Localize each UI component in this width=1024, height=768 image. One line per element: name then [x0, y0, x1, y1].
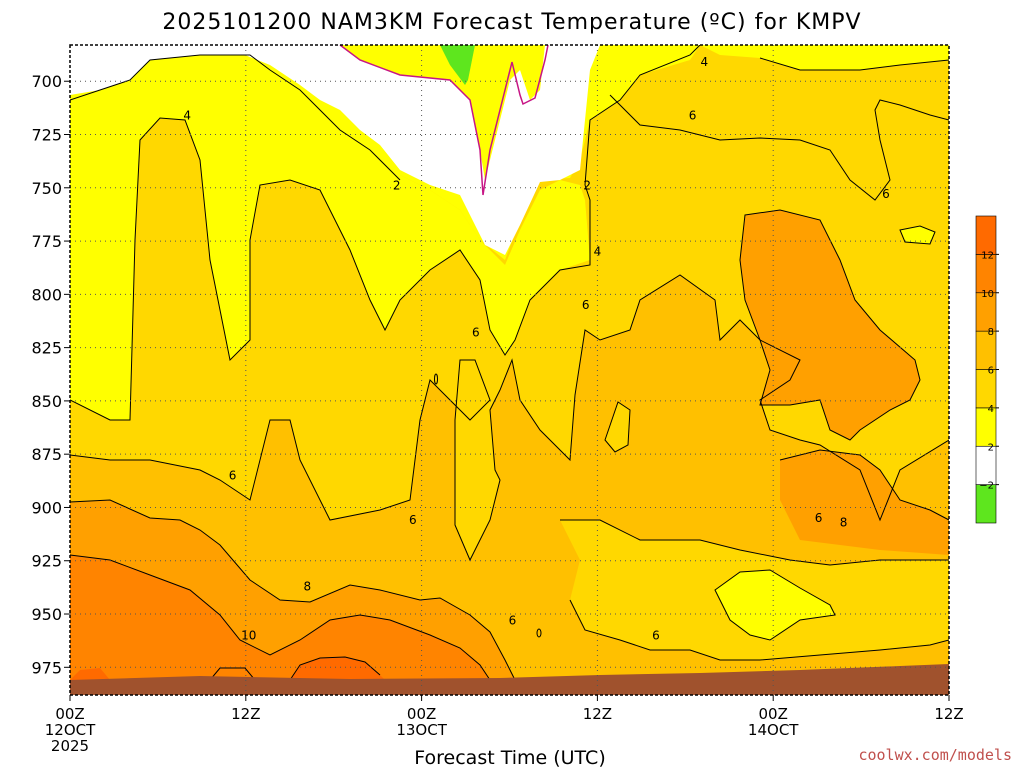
band-2-4-pocket [715, 570, 835, 640]
band-8-10-right [740, 210, 920, 440]
band-2-4-pocket-small [900, 226, 935, 244]
contour-label: 6 [652, 628, 660, 642]
chart-title: 2025101200 NAM3KM Forecast Temperature (… [162, 10, 861, 35]
y-tick-label: 800 [31, 285, 62, 304]
colorbar-label: 6 [988, 366, 994, 377]
y-tick-label: 825 [31, 339, 62, 358]
contour-label: 2 [583, 179, 591, 193]
contour-label-group: 4 4 4 2 2 6 6 6 6 6 6 6 6 6 8 8 10 [183, 55, 889, 642]
colorbar-label: 2 [988, 442, 994, 453]
credit-text: coolwx.com/models [858, 746, 1012, 764]
colorbar-swatch [975, 215, 997, 255]
contour-label: 4 [701, 55, 709, 69]
y-tick-label: 750 [31, 179, 62, 198]
y-tick-label: 700 [31, 72, 62, 91]
y-tick-label: 875 [31, 445, 62, 464]
contour-label: 6 [815, 511, 823, 525]
y-tick-label: 775 [31, 232, 62, 251]
band-2-4-top-right [700, 45, 949, 70]
x-tick-label: 13OCT [396, 721, 447, 739]
colorbar-label: 8 [988, 327, 994, 338]
band-below-minus2 [440, 45, 475, 85]
x-tick-label: 00Z [55, 705, 84, 723]
x-tick-label: 2025 [51, 737, 89, 755]
x-tick-label: 12OCT [45, 721, 96, 739]
colorbar-label: 10 [981, 289, 994, 300]
y-axis: 700 725 750 775 800 825 850 875 900 925 950 975 [31, 72, 70, 677]
band-8-10-right-lower [780, 450, 949, 555]
x-tick-label: 00Z [407, 705, 436, 723]
band-10-12 [70, 555, 490, 680]
colorbar: −2 2 4 6 8 10 12 [975, 215, 999, 524]
x-tick-label: 12Z [231, 705, 260, 723]
terrain [70, 664, 949, 695]
contour-label: 6 [229, 468, 237, 482]
band-4-6-pocket [605, 402, 630, 452]
grid [70, 45, 949, 695]
contour-label: 8 [304, 579, 312, 593]
x-axis-label: Forecast Time (UTC) [414, 747, 605, 768]
band-above-12 [290, 657, 385, 680]
contour-label: 6 [582, 298, 590, 312]
contour-label: 6 [882, 187, 890, 201]
contour-label: 6 [472, 326, 480, 340]
contour-label: 6 [509, 613, 517, 627]
colorbar-label: −2 [979, 481, 994, 492]
colorbar-label: 12 [981, 250, 994, 261]
y-tick-label: 725 [31, 126, 62, 145]
contour-lines [70, 45, 949, 681]
y-tick-label: 975 [31, 658, 62, 677]
contour-label: 4 [183, 108, 191, 122]
plot-border [69, 44, 950, 696]
contour-label: 10 [241, 628, 256, 642]
y-tick-label: 900 [31, 498, 62, 517]
contour-label: 6 [689, 108, 697, 122]
contour-label: 4 [594, 245, 602, 259]
y-tick-label: 925 [31, 552, 62, 571]
x-tick-label: 00Z [759, 705, 788, 723]
contour-label: 8 [840, 515, 848, 529]
band-2-4-lower [70, 55, 590, 420]
x-tick-label: 14OCT [748, 721, 799, 739]
freezing-line [339, 45, 549, 196]
y-tick-label: 950 [31, 605, 62, 624]
colorbar-label: 4 [988, 404, 994, 415]
plot-area [70, 45, 949, 695]
contour-label: 2 [393, 179, 401, 193]
x-tick-label: 12Z [934, 705, 963, 723]
band-above-12-left [70, 668, 110, 680]
contour-label: 6 [409, 513, 417, 527]
y-tick-label: 850 [31, 392, 62, 411]
x-tick-label: 12Z [583, 705, 612, 723]
